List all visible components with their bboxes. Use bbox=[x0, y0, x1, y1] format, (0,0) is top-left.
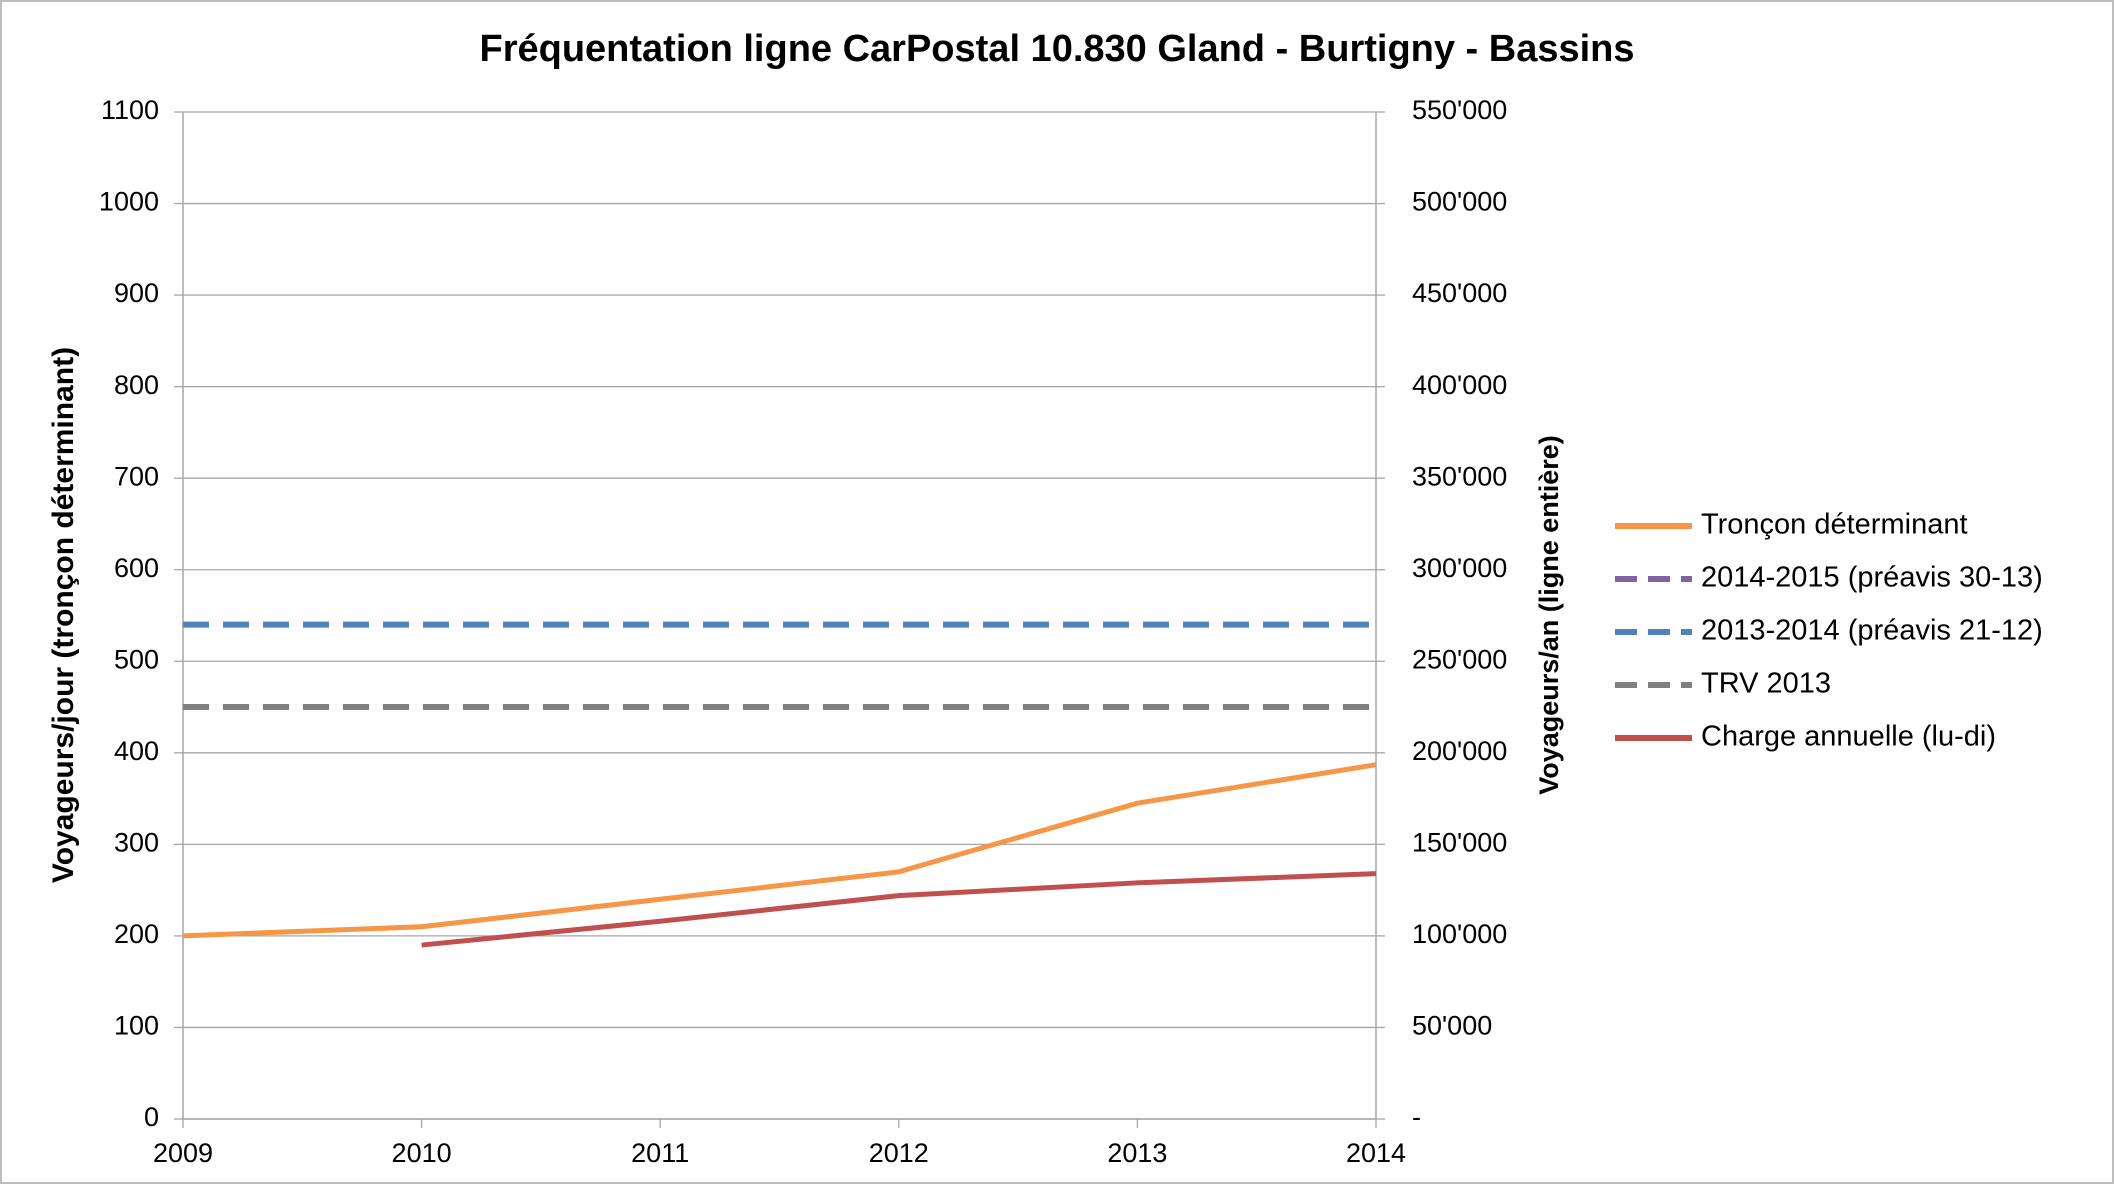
legend-label: 2013-2014 (préavis 21-12) bbox=[1701, 615, 2043, 647]
y-tick-label: 700 bbox=[114, 461, 159, 491]
x-tick-label: 2012 bbox=[869, 1138, 929, 1168]
x-tick-label: 2010 bbox=[392, 1138, 452, 1168]
y2-tick-label: - bbox=[1412, 1102, 1421, 1132]
y2-tick-label: 250'000 bbox=[1412, 644, 1507, 674]
y2-axis-title: Voyageurs/an (ligne entière) bbox=[1534, 435, 1564, 795]
x-tick-label: 2009 bbox=[153, 1138, 213, 1168]
series-line bbox=[182, 762, 1377, 939]
y-tick-label: 400 bbox=[114, 736, 159, 766]
x-tick-label: 2013 bbox=[1107, 1138, 1167, 1168]
y2-tick-label: 500'000 bbox=[1412, 187, 1507, 217]
x-tick-label: 2014 bbox=[1346, 1138, 1406, 1168]
y-tick-label: 500 bbox=[114, 644, 159, 674]
y2-tick-label: 550'000 bbox=[1412, 95, 1507, 125]
y2-tick-label: 100'000 bbox=[1412, 919, 1507, 949]
legend-label: TRV 2013 bbox=[1701, 668, 1831, 700]
y2-tick-label: 350'000 bbox=[1412, 461, 1507, 491]
chart-title: Fréquentation ligne CarPostal 10.830 Gla… bbox=[479, 28, 1634, 70]
y-tick-label: 1100 bbox=[101, 95, 159, 125]
y-tick-label: 900 bbox=[114, 278, 159, 308]
x-tick-label: 2011 bbox=[631, 1138, 689, 1168]
y-tick-label: 1000 bbox=[99, 187, 159, 217]
y-tick-label: 0 bbox=[144, 1102, 159, 1132]
series-line bbox=[421, 871, 1377, 948]
y-tick-label: 800 bbox=[114, 370, 159, 400]
y-tick-label: 600 bbox=[114, 553, 159, 583]
y-axis-title: Voyageurs/jour (tronçon déterminant) bbox=[47, 347, 80, 883]
y2-tick-label: 450'000 bbox=[1412, 278, 1507, 308]
legend-label: 2014-2015 (préavis 30-13) bbox=[1701, 562, 2043, 594]
y-tick-label: 200 bbox=[114, 919, 159, 949]
legend-label: Charge annuelle (lu-di) bbox=[1701, 721, 1996, 753]
y2-tick-label: 400'000 bbox=[1412, 370, 1507, 400]
y-tick-label: 100 bbox=[114, 1011, 159, 1041]
y2-tick-label: 300'000 bbox=[1412, 553, 1507, 583]
y2-tick-label: 150'000 bbox=[1412, 827, 1507, 857]
legend-label: Tronçon déterminant bbox=[1701, 509, 1968, 541]
y2-tick-label: 200'000 bbox=[1412, 736, 1507, 766]
y2-tick-label: 50'000 bbox=[1412, 1011, 1492, 1041]
y-tick-label: 300 bbox=[114, 827, 159, 857]
